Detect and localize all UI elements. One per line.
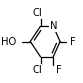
Text: N: N	[49, 21, 57, 31]
Text: F: F	[56, 65, 62, 75]
Text: Cl: Cl	[32, 65, 42, 75]
Text: HO: HO	[1, 37, 17, 46]
Text: Cl: Cl	[32, 8, 42, 18]
Text: F: F	[70, 37, 76, 46]
